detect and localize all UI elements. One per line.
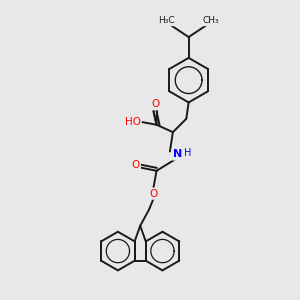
Text: H₃C: H₃C bbox=[158, 16, 175, 25]
Text: H: H bbox=[184, 148, 191, 158]
Text: O: O bbox=[132, 160, 140, 170]
Text: HO: HO bbox=[125, 117, 141, 127]
Text: N: N bbox=[173, 149, 182, 160]
Text: O: O bbox=[151, 99, 159, 109]
Text: O: O bbox=[149, 189, 158, 199]
Text: CH₃: CH₃ bbox=[202, 16, 219, 25]
